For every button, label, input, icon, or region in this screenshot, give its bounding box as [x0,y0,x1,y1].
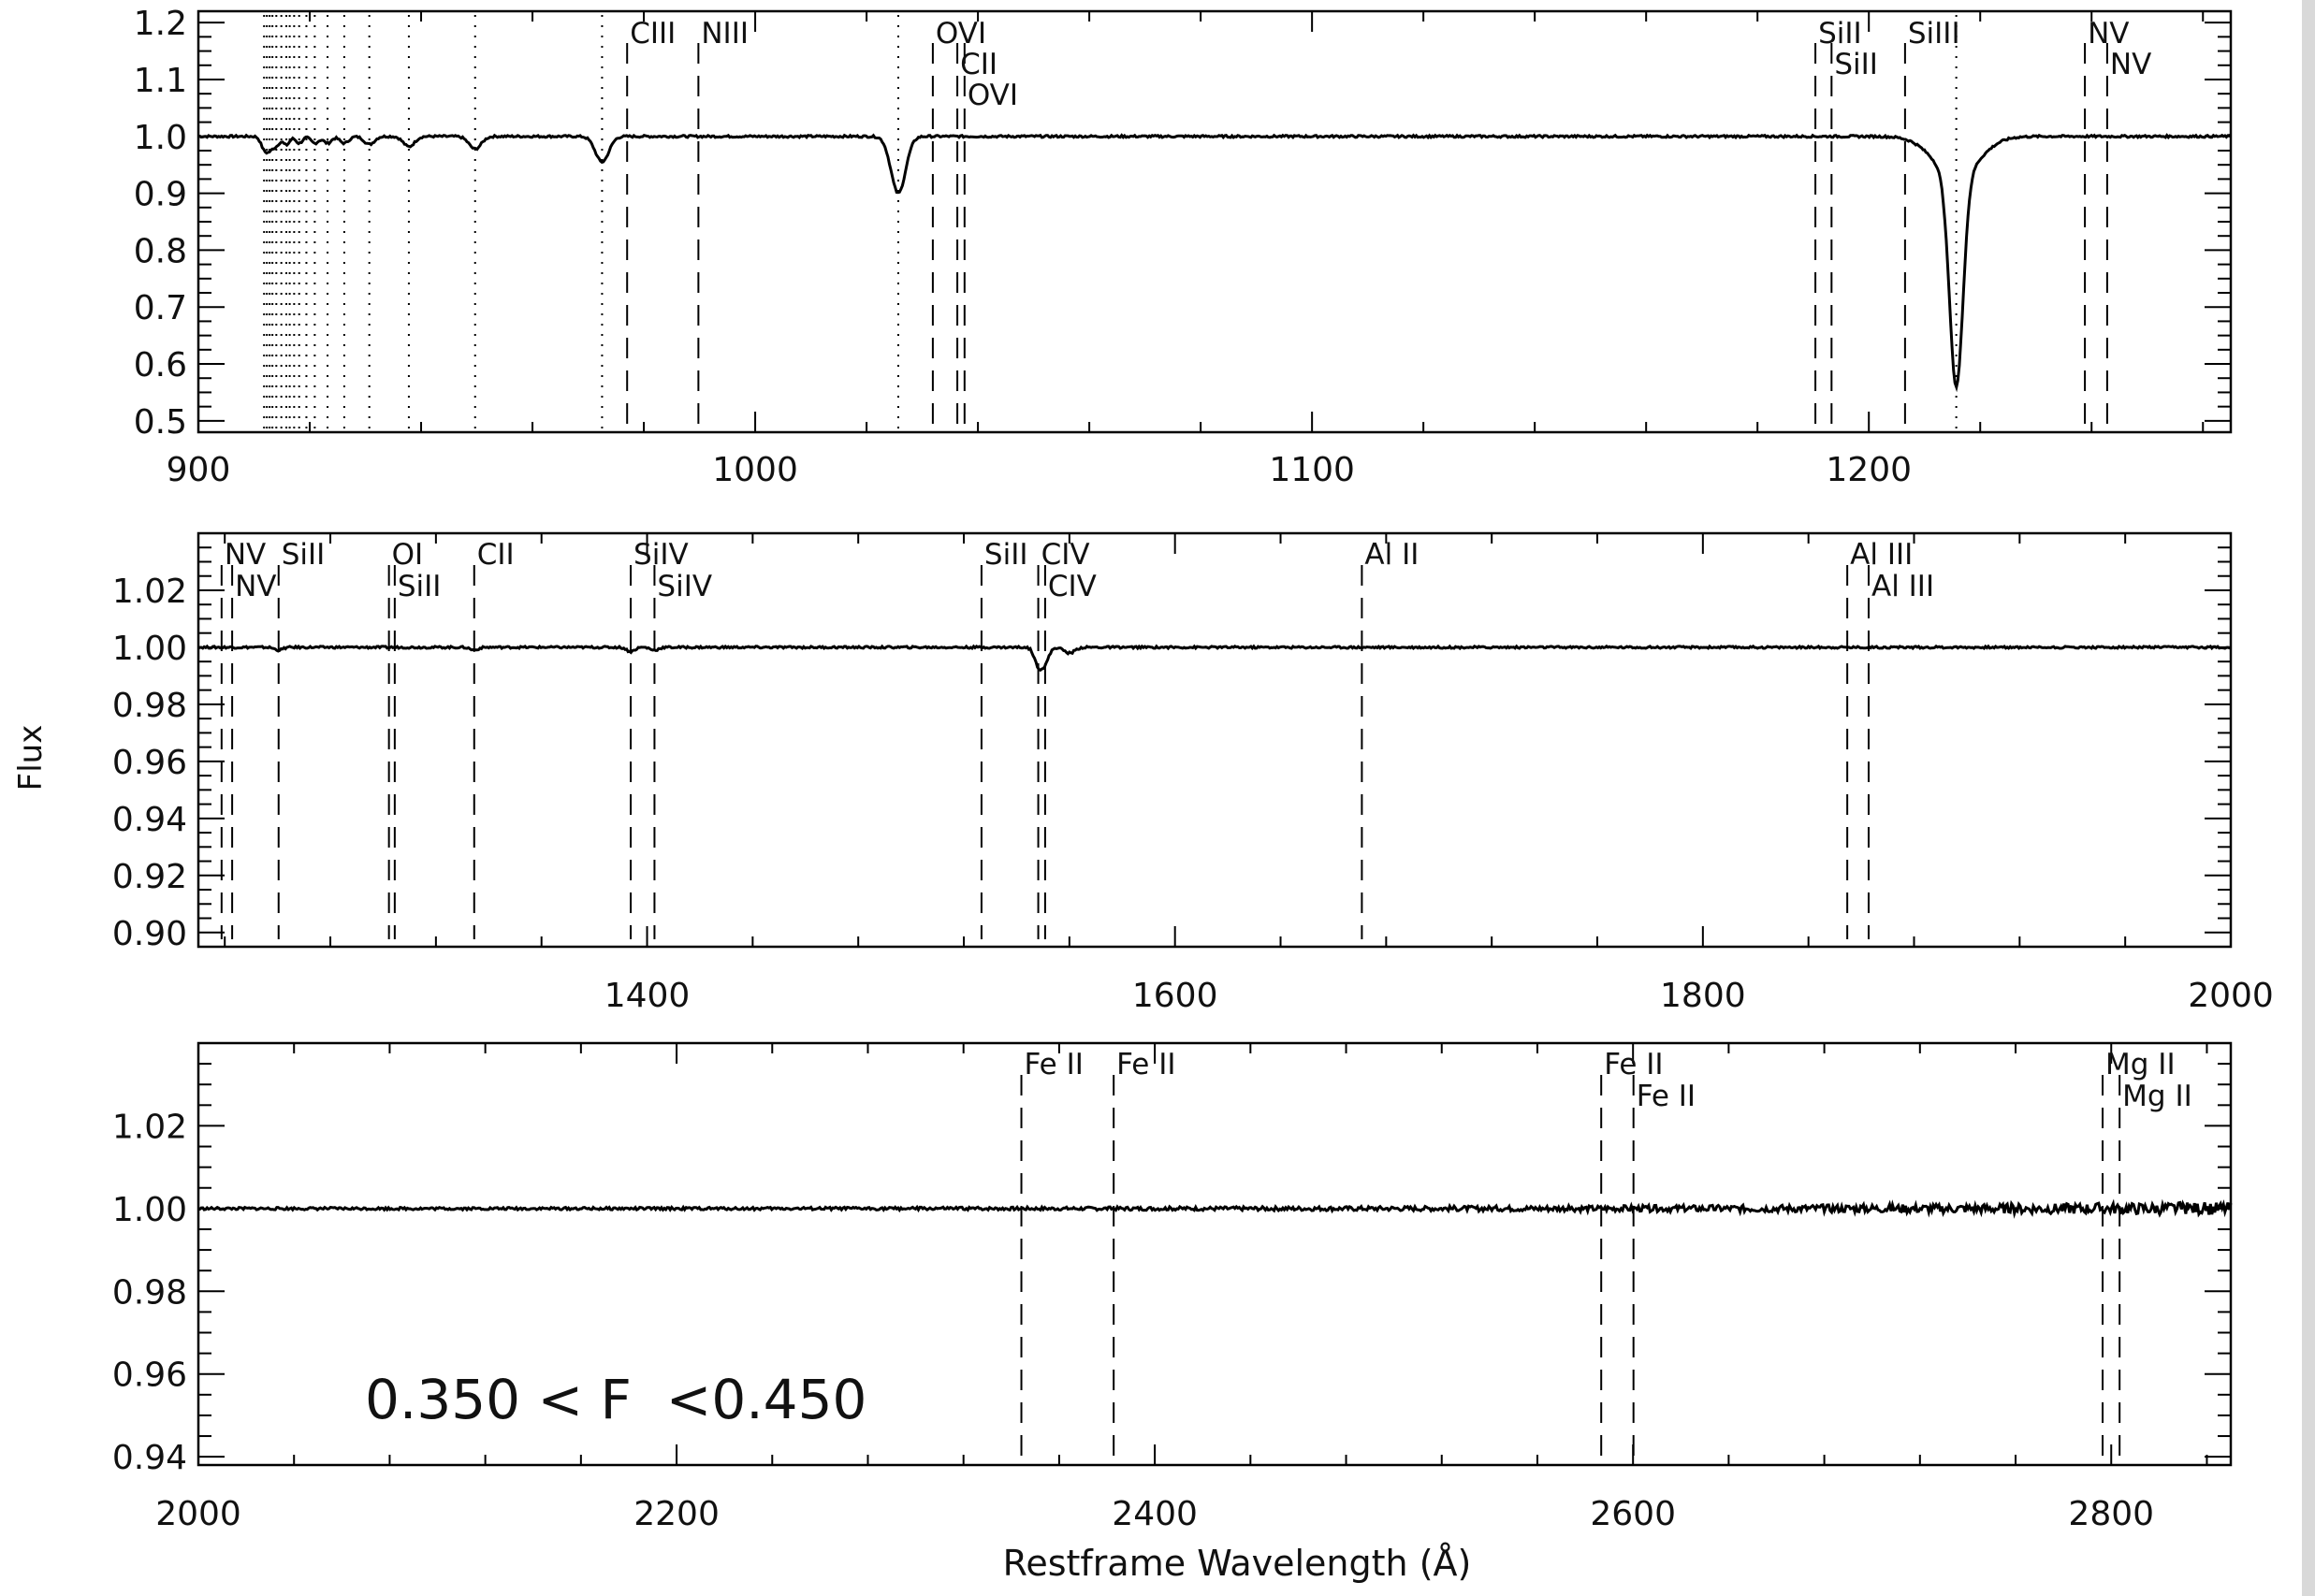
top-y-tick-label: 1.0 [134,119,187,157]
top-x-tick-label: 1200 [1826,451,1912,489]
flux-range-annotation: 0.350 < F <0.450 [365,1368,866,1431]
top-ion-label: SiII [1818,17,1862,51]
panel-top-line-markers [263,15,2108,428]
middle-y-tick-label: 1.02 [112,573,187,611]
bottom-x-tick-label: 2200 [633,1495,720,1533]
middle-ion-label: SiII [398,570,442,603]
bottom-x-tick-label: 2400 [1112,1495,1198,1533]
top-ion-label: NV [2088,17,2129,51]
bottom-x-tick-label: 2800 [2068,1495,2154,1533]
top-ion-label: CIII [630,17,676,51]
bottom-ion-label: Fe II [1116,1048,1175,1081]
middle-y-tick-label: 0.92 [112,858,187,896]
top-ion-label: OVI [936,17,986,51]
panel-top-frame [197,9,2233,434]
middle-ion-label: SiIV [657,570,712,603]
middle-ion-label: CII [477,538,515,572]
panel-middle-axes: 1400 1600 1800 2000 0.90 0.92 0.94 0.96 0.98 1.00… [112,532,2274,1015]
top-ion-label: CII [960,48,997,81]
middle-x-tick-label: 1400 [604,977,691,1015]
panel-middle: 1400 1600 1800 2000 0.90 0.92 0.94 0.96 0.98 1.00… [112,531,2274,1015]
top-ion-label: OVI [968,79,1018,112]
panel-top: 900 1000 1100 12000.50.60.70.80.91.01.11.2 … [134,5,2233,489]
bottom-ion-label: Mg II [2122,1080,2192,1113]
middle-ion-label: NV [225,538,266,572]
panel-middle-frame [197,531,2233,949]
middle-ion-label: OI [392,538,424,572]
window-edge-bar [2302,0,2315,1596]
middle-x-tick-label: 1800 [1660,977,1746,1015]
middle-x-tick-label: 1600 [1132,977,1218,1015]
middle-ion-label: CIV [1041,538,1090,572]
panel-bottom-frame [197,1041,2233,1467]
panel-top-spectrum-line [197,133,2232,393]
x-axis-label: Restframe Wavelength (Å) [1003,1543,1472,1584]
panel-bottom: 2000 2200 2400 2600 2800 0.94 0.96 0.98 1.00 1.02… [112,1041,2233,1533]
panel-middle-spectrum-line [197,644,2232,673]
top-y-tick-label: 0.8 [134,232,187,270]
top-ion-label: SiII [1834,48,1878,81]
panel-top-axes: 900 1000 1100 1200 0.5 0.6 0.7 0.8 0.9 1.0 1.1 1.2 [134,5,2231,489]
top-y-tick-label: 0.6 [134,346,187,384]
panel-middle-line-markers [220,565,1870,939]
middle-ion-label: Al III [1871,570,1934,603]
panel-bottom-spectrum-line [197,1198,2233,1219]
middle-y-tick-label: 1.00 [112,630,187,668]
top-y-tick-label: 0.7 [134,289,187,327]
middle-y-tick-label: 0.94 [112,801,187,839]
bottom-x-tick-label: 2000 [155,1495,241,1533]
y-axis-label: Flux [12,725,50,791]
top-x-tick-label: 1100 [1269,451,1355,489]
bottom-y-tick-label: 0.96 [112,1357,187,1395]
middle-x-tick-label: 2000 [2188,977,2274,1015]
bottom-y-tick-label: 0.94 [112,1439,187,1477]
middle-ion-label: CIV [1048,570,1097,603]
bottom-y-tick-label: 1.02 [112,1108,187,1146]
top-y-tick-label: 0.9 [134,176,187,214]
middle-y-tick-label: 0.96 [112,744,187,782]
middle-y-tick-label: 0.90 [112,915,187,953]
top-x-tick-label: 900 [167,451,231,489]
top-y-tick-label: 0.5 [134,403,187,442]
middle-ion-label: SiII [282,538,326,572]
bottom-x-tick-label: 2600 [1590,1495,1676,1533]
bottom-ion-label: Fe II [1604,1048,1663,1081]
top-ion-label: SiIII [1908,17,1960,51]
bottom-ion-label: Fe II [1025,1048,1084,1081]
top-x-tick-label: 1000 [712,451,798,489]
middle-y-tick-label: 0.98 [112,687,187,725]
bottom-y-tick-label: 1.00 [112,1191,187,1229]
bottom-y-tick-label: 0.98 [112,1273,187,1312]
top-ion-label: NV [2110,48,2151,81]
middle-ion-label: SiII [984,538,1028,572]
middle-ion-label: Al III [1850,538,1913,572]
panel-bottom-axes: 2000 2200 2400 2600 2800 0.94 0.96 0.98 1.00 1.02 [112,1042,2231,1533]
bottom-ion-label: Fe II [1637,1080,1696,1113]
middle-ion-label: NV [235,570,276,603]
top-y-tick-label: 1.2 [134,5,187,43]
bottom-ion-label: Mg II [2105,1048,2176,1081]
middle-ion-label: SiIV [633,538,689,572]
top-y-tick-label: 1.1 [134,62,187,100]
top-ion-label: NIII [701,17,749,51]
middle-ion-label: Al II [1364,538,1419,572]
